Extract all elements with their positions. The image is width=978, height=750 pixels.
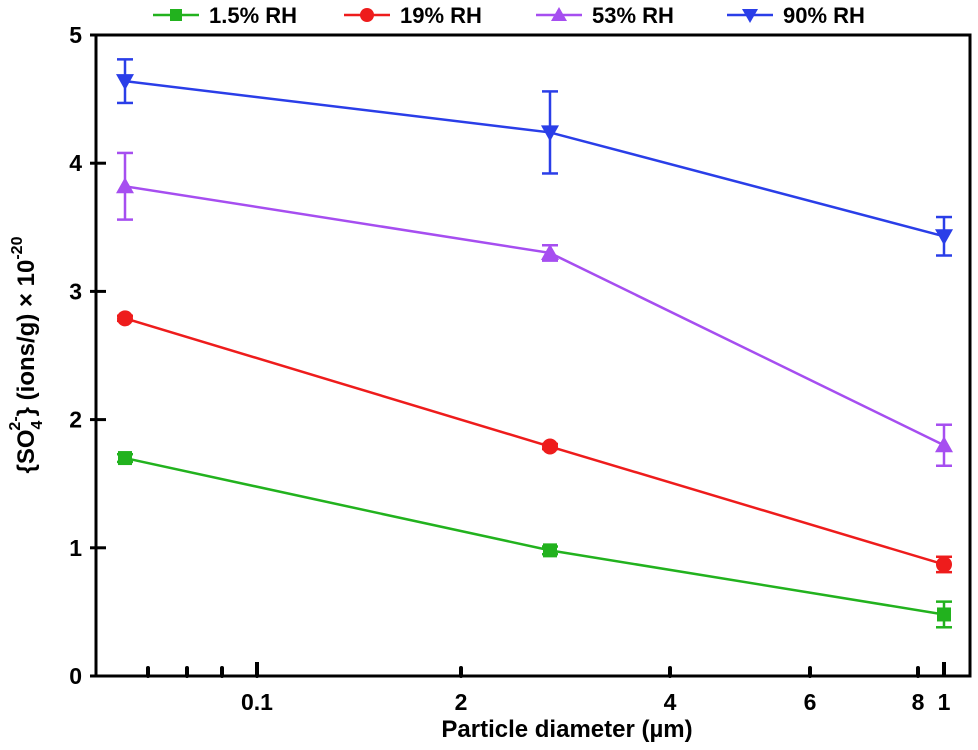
x-tick-label: 0.1 — [241, 689, 273, 715]
legend-marker — [551, 7, 567, 21]
x-tick-label: 6 — [804, 689, 817, 715]
series-line — [124, 317, 945, 566]
series-layer — [116, 58, 953, 629]
y-tick-label: 5 — [69, 22, 82, 48]
y-tick-label: 4 — [69, 150, 82, 176]
legend-entry: 19% RH — [344, 3, 482, 28]
data-point — [117, 310, 133, 327]
x-tick-label: 8 — [912, 689, 925, 715]
x-tick-label: 1 — [938, 689, 951, 715]
legend-marker — [170, 9, 182, 21]
legend-marker — [742, 9, 758, 23]
series-line — [124, 456, 945, 616]
series — [117, 451, 952, 629]
y-title-exp: -20 — [9, 236, 26, 259]
legend-entry: 90% RH — [727, 3, 865, 28]
y-tick-label: 0 — [69, 663, 82, 689]
data-point — [541, 125, 559, 142]
data-point — [543, 543, 557, 558]
data-point — [936, 556, 952, 573]
legend-label: 53% RH — [592, 3, 674, 28]
legend-label: 1.5% RH — [209, 3, 297, 28]
svg-text:{SO42-} (ions/g) × 10-20: {SO4 2-} (ions/g) × 10-20 — [7, 236, 46, 473]
legend: 1.5% RH 19% RH 53% RH 90% RH — [153, 3, 865, 28]
y-title-rest: } (ions/g) × 10 — [13, 260, 40, 417]
data-point — [116, 177, 134, 194]
y-axis-title: {SO4 2-} (ions/g) × 10-20 — [7, 236, 46, 473]
legend-marker — [360, 8, 374, 22]
y-tick-label: 3 — [69, 278, 82, 304]
data-point — [116, 74, 134, 91]
legend-entry: 1.5% RH — [153, 3, 297, 28]
series — [116, 58, 953, 257]
data-point — [937, 607, 951, 622]
y-title-sub: 4 — [29, 420, 46, 429]
data-point — [935, 229, 953, 246]
y-title-open: {SO — [13, 429, 40, 473]
series — [117, 310, 952, 574]
data-point — [542, 438, 558, 455]
series — [116, 151, 953, 468]
plot-frame — [94, 33, 972, 678]
legend-entry: 53% RH — [536, 3, 674, 28]
x-tick-label: 2 — [455, 689, 468, 715]
data-point — [541, 243, 559, 260]
y-tick-label: 1 — [69, 535, 82, 561]
series-line — [124, 185, 945, 447]
data-point — [935, 436, 953, 453]
x-tick-label: 4 — [664, 689, 677, 715]
legend-label: 19% RH — [400, 3, 482, 28]
series-line — [124, 79, 945, 238]
x-axis-title: Particle diameter (µm) — [441, 716, 692, 743]
legend-label: 90% RH — [783, 3, 865, 28]
y-title-sup: 2- — [7, 416, 24, 430]
y-tick-label: 2 — [69, 407, 82, 433]
data-point — [118, 451, 132, 466]
